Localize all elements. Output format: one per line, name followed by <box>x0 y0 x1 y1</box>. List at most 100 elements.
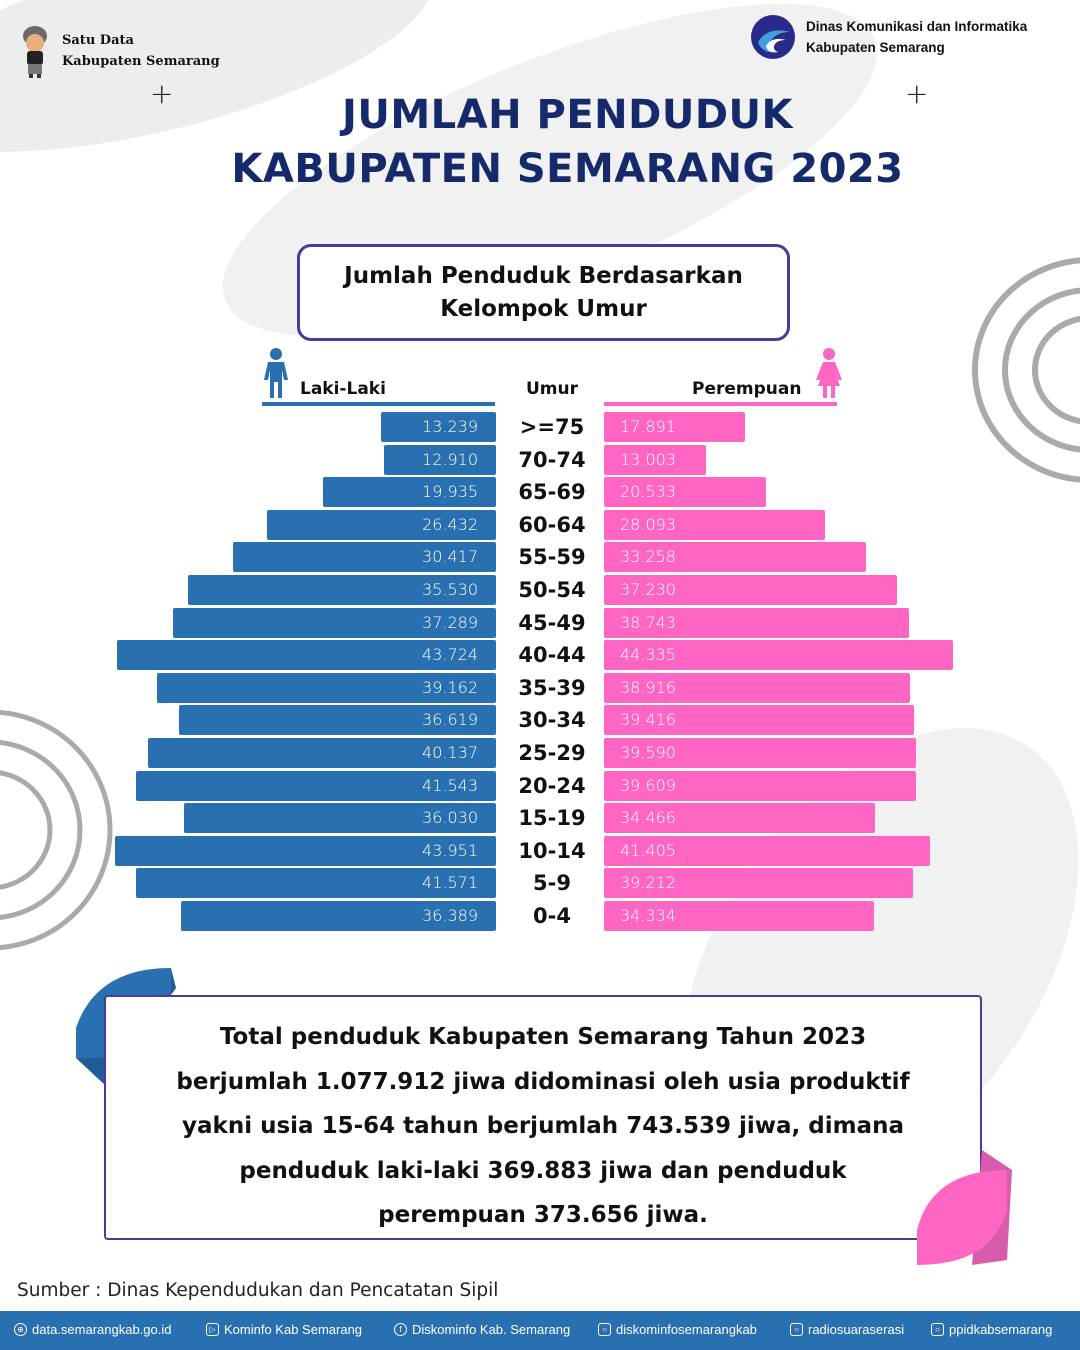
female-bar: 34.334 <box>604 901 875 931</box>
chart-row: 41.543 20-24 39.609 <box>0 770 1080 801</box>
footer-link[interactable]: ○ diskominfosemarangkab <box>598 1322 757 1337</box>
male-bar: 36.030 <box>183 803 496 834</box>
male-bar: 40.137 <box>148 738 496 768</box>
age-group-label: 45-49 <box>518 610 586 635</box>
summary-text: Total penduduk Kabupaten Semarang Tahun … <box>176 1024 910 1228</box>
footer-link[interactable]: ⊕ data.semarangkab.go.id <box>14 1322 171 1337</box>
male-bar: 39.162 <box>156 672 496 703</box>
male-bar: 43.951 <box>115 835 496 866</box>
male-bar: 41.571 <box>135 868 496 899</box>
age-group-label: 65-69 <box>518 480 586 505</box>
chart-row: 26.432 60-64 28.093 <box>0 509 1080 540</box>
pink-leaf-decoration <box>917 1150 1012 1265</box>
age-group-label: 10-14 <box>518 838 586 863</box>
female-bar: 28.093 <box>604 509 826 540</box>
male-bar: 12.910 <box>384 444 496 475</box>
chart-row: 41.571 5-9 39.212 <box>0 868 1080 899</box>
subtitle-line-2: Kelompok Umur <box>440 295 647 322</box>
chart-row: 36.030 15-19 34.466 <box>0 803 1080 834</box>
age-group-label: >=75 <box>519 415 585 439</box>
male-icon <box>264 348 288 398</box>
age-group-label: 55-59 <box>518 545 586 570</box>
age-group-label: 35-39 <box>518 675 586 700</box>
age-group-label: 25-29 <box>518 741 586 765</box>
age-group-label: 15-19 <box>518 806 586 831</box>
org-line-1: Dinas Komunikasi dan Informatika <box>806 19 1028 34</box>
title-line-2: KABUPATEN SEMARANG 2023 <box>231 146 904 192</box>
kominfo-logo-icon <box>751 15 795 59</box>
mascot-icon <box>23 26 47 78</box>
male-bar: 41.543 <box>136 770 496 801</box>
chart-row: 13.239 >=75 17.891 <box>0 412 1080 442</box>
chart-row: 40.137 25-29 39.590 <box>0 738 1080 768</box>
chart-row: 36.389 0-4 34.334 <box>0 901 1080 931</box>
title-line-1: JUMLAH PENDUDUK <box>342 92 793 138</box>
age-group-label: 20-24 <box>518 773 586 798</box>
female-bar: 37.230 <box>604 575 898 605</box>
female-header-underline <box>604 402 837 406</box>
chart-row: 39.162 35-39 38.916 <box>0 672 1080 703</box>
age-group-label: 40-44 <box>518 643 586 668</box>
female-bar: 39.212 <box>604 868 913 899</box>
chart-row: 30.417 55-59 33.258 <box>0 542 1080 573</box>
female-bar: 38.743 <box>604 607 910 638</box>
decorative-swirl-right <box>972 257 1080 483</box>
footer-link[interactable]: ○ radiosuaraserasi <box>790 1322 904 1337</box>
female-bar: 13.003 <box>604 444 707 475</box>
footer-link-label: diskominfosemarangkab <box>616 1322 757 1337</box>
age-group-label: 50-54 <box>518 578 586 602</box>
globe-icon: ⊕ <box>14 1323 27 1336</box>
male-bar: 36.619 <box>178 705 496 736</box>
org-line-2: Kabupaten Semarang <box>806 40 945 55</box>
instagram-icon: ○ <box>598 1323 611 1336</box>
female-bar: 39.590 <box>604 738 916 768</box>
plus-decoration: + <box>150 77 174 110</box>
female-bar: 39.609 <box>604 770 916 801</box>
female-bar: 34.466 <box>604 803 876 834</box>
male-bar: 30.417 <box>232 542 496 573</box>
female-bar: 33.258 <box>604 542 866 573</box>
source-note: Sumber : Dinas Kependudukan dan Pencatat… <box>17 1280 499 1301</box>
instagram-icon: ○ <box>931 1323 944 1336</box>
age-group-label: 5-9 <box>533 871 571 896</box>
kominfo-brand: Dinas Komunikasi dan Informatika Kabupat… <box>748 12 1027 62</box>
decorative-swirl-left <box>0 709 113 950</box>
facebook-icon: f <box>394 1323 407 1336</box>
chart-row: 12.910 70-74 13.003 <box>0 444 1080 475</box>
male-bar: 13.239 <box>381 412 496 442</box>
satu-data-brand: Satu Data Kabupaten Semarang <box>18 24 220 78</box>
female-icon <box>816 348 842 398</box>
female-bar: 17.891 <box>604 412 745 442</box>
chart-row: 43.951 10-14 41.405 <box>0 835 1080 866</box>
male-bar: 19.935 <box>323 477 496 508</box>
female-bar: 39.416 <box>604 705 915 736</box>
page-title: JUMLAH PENDUDUK KABUPATEN SEMARANG 2023 <box>0 88 1080 196</box>
chart-row: 35.530 50-54 37.230 <box>0 575 1080 605</box>
male-bar: 35.530 <box>188 575 496 605</box>
chart-subtitle-box: Jumlah Penduduk Berdasarkan Kelompok Umu… <box>297 244 790 341</box>
footer-link-label: Kominfo Kab Semarang <box>224 1322 363 1337</box>
footer-link[interactable]: ○ ppidkabsemarang <box>931 1322 1052 1337</box>
footer-link[interactable]: f Diskominfo Kab. Semarang <box>394 1322 570 1337</box>
female-column-header: Perempuan <box>692 379 802 399</box>
summary-box: Total penduduk Kabupaten Semarang Tahun … <box>104 995 982 1240</box>
chart-row: 36.619 30-34 39.416 <box>0 705 1080 736</box>
footer-link-label: ppidkabsemarang <box>949 1322 1053 1337</box>
age-group-label: 30-34 <box>518 708 586 733</box>
footer-link-label: data.semarangkab.go.id <box>32 1322 172 1337</box>
female-bar: 41.405 <box>604 835 931 866</box>
age-column-header: Umur <box>526 379 579 399</box>
plus-decoration: + <box>905 77 929 110</box>
brand-line-1: Satu Data <box>62 33 134 48</box>
female-bar: 20.533 <box>604 477 766 508</box>
male-column-header: Laki-Laki <box>300 379 386 399</box>
youtube-icon: ▷ <box>206 1323 219 1336</box>
male-bar: 26.432 <box>267 509 496 540</box>
subtitle-line-1: Jumlah Penduduk Berdasarkan <box>344 262 743 289</box>
chart-row: 37.289 45-49 38.743 <box>0 607 1080 638</box>
instagram-icon: ○ <box>790 1323 803 1336</box>
female-bar: 38.916 <box>604 672 911 703</box>
footer-link[interactable]: ▷ Kominfo Kab Semarang <box>206 1322 362 1337</box>
male-bar: 36.389 <box>180 901 496 931</box>
male-header-underline <box>262 402 495 406</box>
